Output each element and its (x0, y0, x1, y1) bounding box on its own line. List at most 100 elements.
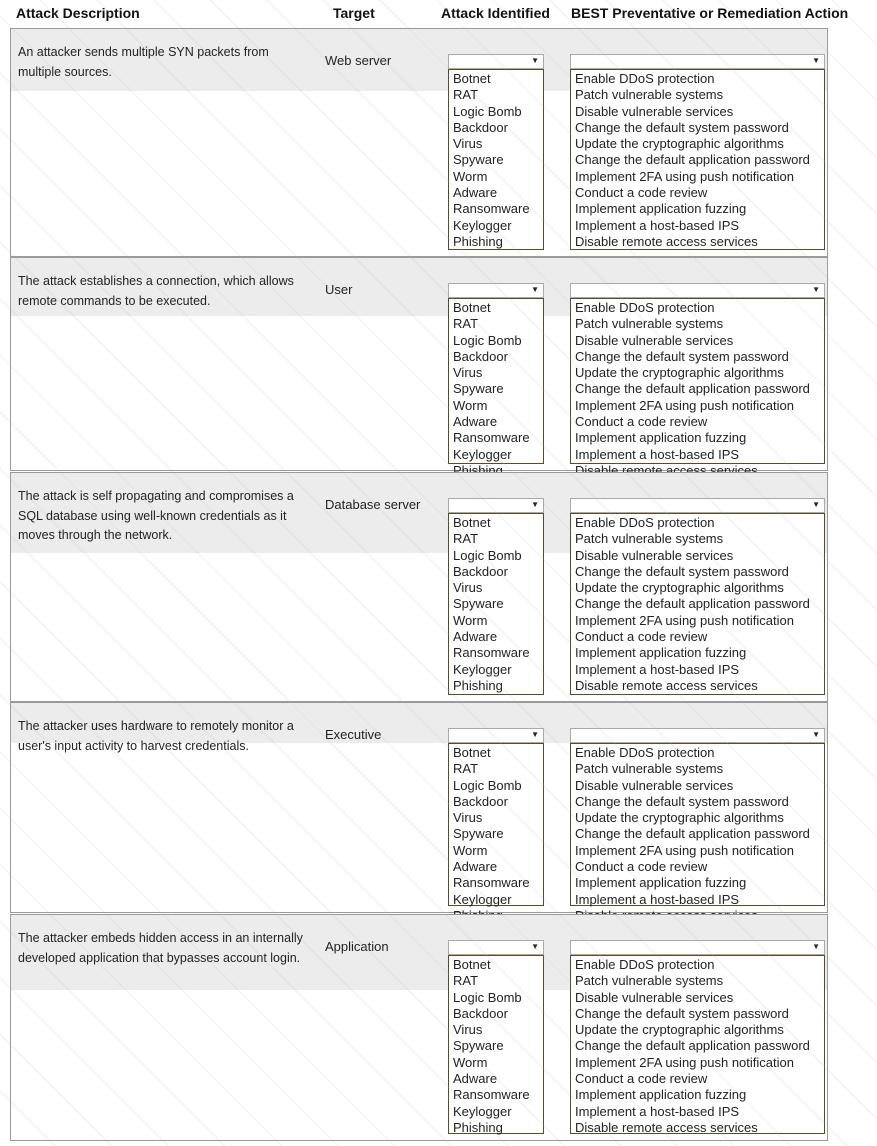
attack-dropdown[interactable]: ▼ (448, 283, 544, 298)
action-option[interactable]: Change the default system password (575, 348, 789, 364)
action-option[interactable]: Change the default application password (575, 1038, 810, 1054)
attack-option[interactable]: Logic Bomb (453, 989, 522, 1005)
action-option[interactable]: Enable DDoS protection (575, 300, 715, 315)
action-option[interactable]: Conduct a code review (575, 1071, 708, 1087)
attack-option[interactable]: Virus (453, 580, 483, 596)
attack-option[interactable]: Worm (453, 168, 488, 184)
attack-option[interactable]: Worm (453, 612, 488, 628)
action-options-list[interactable]: Enable DDoS protection Patch vulnerable s… (570, 743, 825, 923)
attack-option[interactable]: Adware (453, 1071, 498, 1087)
dropdown-arrow-icon[interactable]: ▼ (531, 285, 539, 294)
action-options-list[interactable]: Enable DDoS protection Patch vulnerable s… (570, 298, 825, 478)
attack-option[interactable]: Phishing (453, 1119, 503, 1135)
action-option[interactable]: Implement 2FA using push notification (575, 612, 794, 628)
action-option[interactable]: Update the cryptographic algorithms (575, 1022, 784, 1038)
attack-option[interactable]: Ransomware (453, 1087, 530, 1103)
attack-option[interactable]: Botnet (453, 745, 491, 760)
attack-option[interactable]: Backdoor (453, 563, 508, 579)
dropdown-arrow-icon[interactable]: ▼ (531, 942, 539, 951)
action-option[interactable]: Implement a host-based IPS (575, 891, 740, 907)
attack-option[interactable]: Botnet (453, 71, 491, 86)
attack-option[interactable]: Ransomware (453, 645, 530, 661)
attack-option[interactable]: Phishing (453, 677, 503, 693)
action-option[interactable]: Implement application fuzzing (575, 645, 747, 661)
attack-option[interactable]: Ransomware (453, 201, 530, 217)
action-option[interactable]: Change the default application password (575, 381, 810, 397)
action-option[interactable]: Enable DDoS protection (575, 957, 715, 972)
attack-option[interactable]: Virus (453, 136, 483, 152)
action-option[interactable]: Implement 2FA using push notification (575, 1054, 794, 1070)
action-option[interactable]: Disable vulnerable services (575, 332, 734, 348)
attack-option[interactable]: Backdoor (453, 119, 508, 135)
action-option[interactable]: Change the default application password (575, 826, 810, 842)
action-option[interactable]: Update the cryptographic algorithms (575, 580, 784, 596)
attack-option[interactable]: Logic Bomb (453, 332, 522, 348)
attack-dropdown[interactable]: ▼ (448, 940, 544, 955)
attack-option[interactable]: Adware (453, 414, 498, 430)
attack-option[interactable]: Backdoor (453, 793, 508, 809)
attack-option[interactable]: Keylogger (453, 891, 512, 907)
action-option[interactable]: Enable DDoS protection (575, 71, 715, 86)
attack-option[interactable]: Backdoor (453, 348, 508, 364)
action-option[interactable]: Conduct a code review (575, 859, 708, 875)
action-option[interactable]: Conduct a code review (575, 185, 708, 201)
action-option[interactable]: Disable vulnerable services (575, 547, 734, 563)
action-option[interactable]: Implement a host-based IPS (575, 661, 740, 677)
attack-option[interactable]: Adware (453, 859, 498, 875)
action-options-list[interactable]: Enable DDoS protection Patch vulnerable s… (570, 69, 825, 250)
attack-option[interactable]: Worm (453, 1054, 488, 1070)
attack-option[interactable]: Logic Bomb (453, 777, 522, 793)
action-option[interactable]: Disable vulnerable services (575, 989, 734, 1005)
attack-option[interactable]: Virus (453, 1022, 483, 1038)
attack-option[interactable]: RAT (453, 316, 479, 332)
action-option[interactable]: Disable remote access services (575, 1119, 758, 1135)
attack-option[interactable]: Worm (453, 397, 488, 413)
attack-option[interactable]: Adware (453, 629, 498, 645)
attack-options-list[interactable]: Botnet RAT Logic Bomb Backdoor Virus Spyware W… (448, 69, 544, 250)
dropdown-arrow-icon[interactable]: ▼ (812, 500, 820, 509)
attack-option[interactable]: Spyware (453, 152, 504, 168)
action-option[interactable]: Disable remote access services (575, 677, 758, 693)
attack-option[interactable]: Botnet (453, 515, 491, 530)
action-option[interactable]: Patch vulnerable systems (575, 973, 724, 989)
action-option[interactable]: Disable vulnerable services (575, 103, 734, 119)
action-option[interactable]: Change the default system password (575, 563, 789, 579)
attack-options-list[interactable]: Botnet RAT Logic Bomb Backdoor Virus Spyware W… (448, 513, 544, 695)
attack-option[interactable]: Backdoor (453, 1005, 508, 1021)
action-option[interactable]: Patch vulnerable systems (575, 316, 724, 332)
attack-option[interactable]: Keylogger (453, 217, 512, 233)
action-option[interactable]: Implement a host-based IPS (575, 217, 740, 233)
action-option[interactable]: Implement application fuzzing (575, 201, 747, 217)
attack-option[interactable]: Keylogger (453, 661, 512, 677)
attack-option[interactable]: RAT (453, 531, 479, 547)
action-option[interactable]: Conduct a code review (575, 414, 708, 430)
dropdown-arrow-icon[interactable]: ▼ (531, 56, 539, 65)
action-dropdown[interactable]: ▼ (570, 283, 825, 298)
attack-option[interactable]: Keylogger (453, 446, 512, 462)
action-option[interactable]: Update the cryptographic algorithms (575, 136, 784, 152)
attack-option[interactable]: Phishing (453, 233, 503, 249)
action-dropdown[interactable]: ▼ (570, 728, 825, 743)
attack-option[interactable]: Spyware (453, 596, 504, 612)
attack-option[interactable]: Spyware (453, 1038, 504, 1054)
attack-option[interactable]: Logic Bomb (453, 547, 522, 563)
action-option[interactable]: Change the default system password (575, 1005, 789, 1021)
action-dropdown[interactable]: ▼ (570, 54, 825, 69)
attack-option[interactable]: Worm (453, 842, 488, 858)
attack-option[interactable]: Keylogger (453, 1103, 512, 1119)
action-option[interactable]: Implement a host-based IPS (575, 1103, 740, 1119)
attack-dropdown[interactable]: ▼ (448, 498, 544, 513)
attack-options-list[interactable]: Botnet RAT Logic Bomb Backdoor Virus Spyware W… (448, 298, 544, 478)
attack-option[interactable]: Ransomware (453, 875, 530, 891)
action-option[interactable]: Implement 2FA using push notification (575, 168, 794, 184)
action-option[interactable]: Disable remote access services (575, 233, 758, 249)
attack-option[interactable]: Ransomware (453, 430, 530, 446)
action-option[interactable]: Enable DDoS protection (575, 515, 715, 530)
attack-option[interactable]: Spyware (453, 381, 504, 397)
action-option[interactable]: Update the cryptographic algorithms (575, 365, 784, 381)
dropdown-arrow-icon[interactable]: ▼ (812, 942, 820, 951)
action-option[interactable]: Implement application fuzzing (575, 430, 747, 446)
action-option[interactable]: Patch vulnerable systems (575, 87, 724, 103)
attack-option[interactable]: Adware (453, 185, 498, 201)
action-option[interactable]: Patch vulnerable systems (575, 761, 724, 777)
